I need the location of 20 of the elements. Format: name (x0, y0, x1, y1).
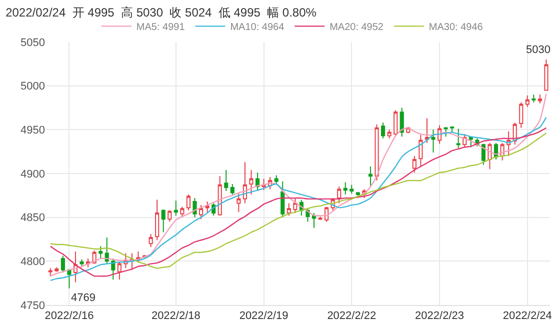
y-tick-label: 4800 (20, 256, 45, 268)
y-tick-label: 5000 (20, 80, 45, 93)
chart-title: 2022/02/24 开 4995 高 5030 收 5024 低 4995 幅 0.80% (6, 6, 317, 20)
y-tick-label: 4750 (20, 300, 45, 312)
y-tick-label: 4900 (20, 168, 45, 180)
x-tick-label: 2022/2/24 (502, 310, 552, 322)
legend-label: MA30: 4946 (428, 22, 484, 34)
x-tick-label: 2022/2/22 (327, 310, 376, 322)
x-tick-label: 2022/2/19 (239, 310, 288, 322)
x-tick-label: 2022/2/16 (44, 310, 94, 322)
legend-label: MA5: 4991 (136, 22, 186, 34)
x-tick-label: 2022/2/23 (415, 310, 464, 322)
y-tick-label: 4850 (20, 212, 45, 224)
y-tick-label: 4950 (20, 124, 45, 137)
annotation: 5030 (526, 44, 550, 56)
x-tick-label: 2022/2/18 (151, 310, 200, 322)
y-tick-label: 5050 (20, 36, 45, 49)
legend-label: MA20: 4952 (330, 22, 384, 34)
legend-label: MA10: 4964 (230, 22, 285, 34)
annotation: 4769 (71, 292, 96, 304)
